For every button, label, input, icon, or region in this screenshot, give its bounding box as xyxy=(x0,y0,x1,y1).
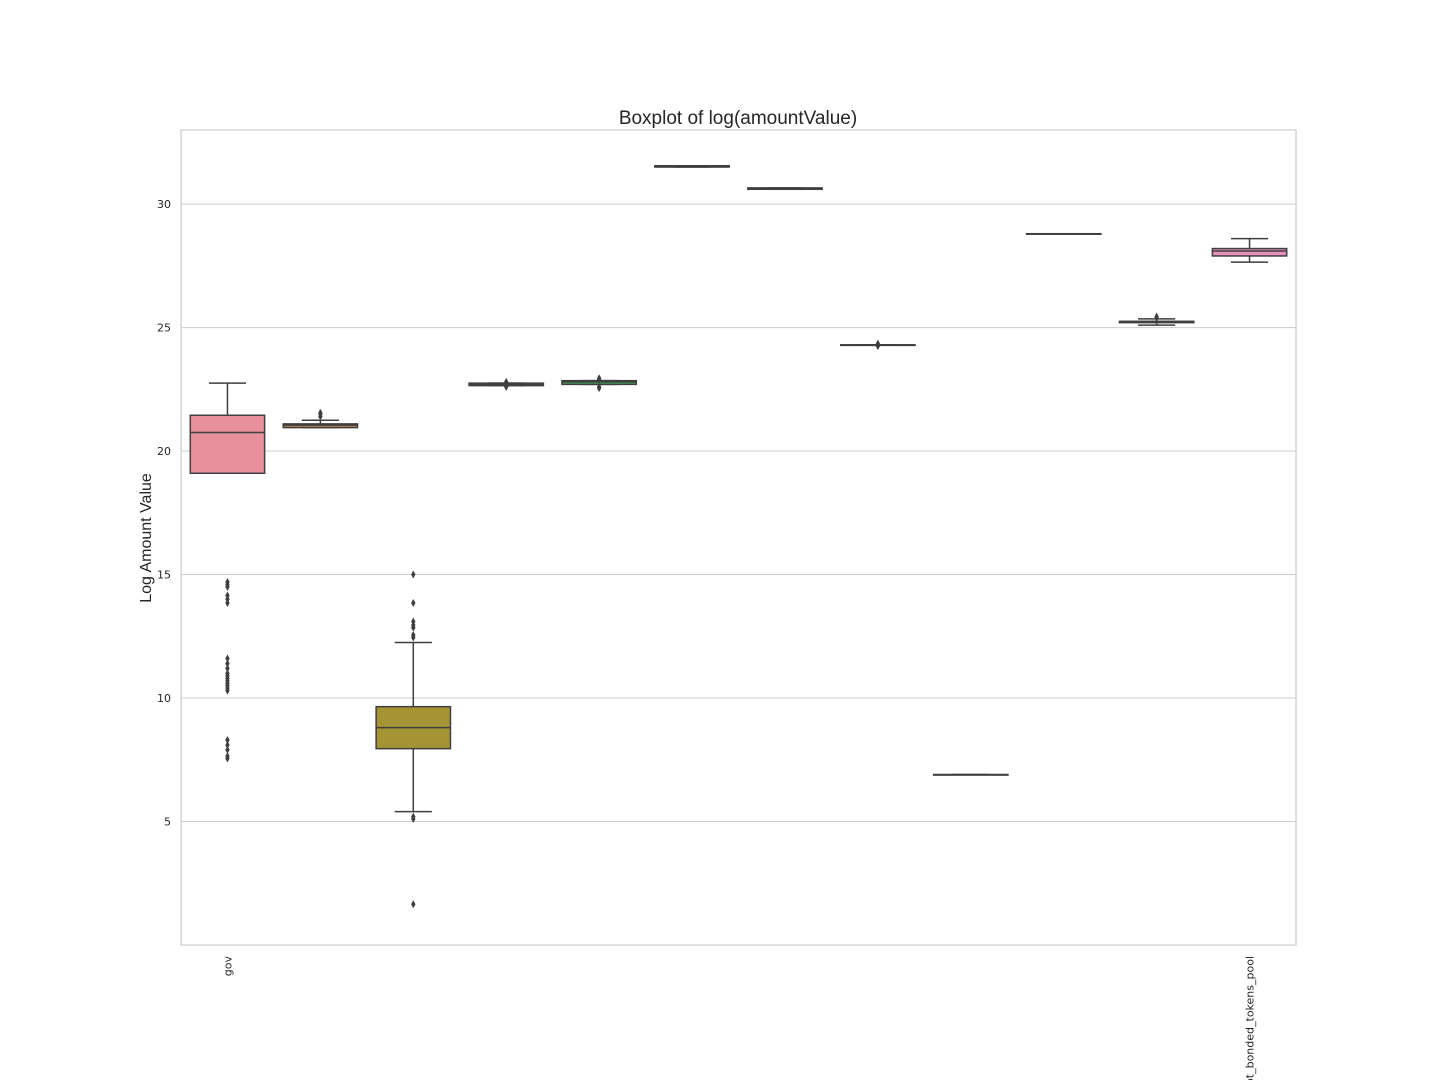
y-tick-label: 25 xyxy=(157,322,171,335)
box-group xyxy=(282,408,359,429)
box-group xyxy=(1118,312,1195,326)
outlier-point xyxy=(411,623,416,632)
outlier-point xyxy=(225,754,230,763)
y-tick-labels: 5 10 15 20 25 30 xyxy=(157,198,171,828)
outlier-point xyxy=(875,342,881,351)
outlier-point xyxy=(225,654,230,663)
plot-frame xyxy=(180,129,1297,946)
grid-lines xyxy=(181,203,1296,823)
outlier-point xyxy=(411,815,416,824)
box-group xyxy=(1211,237,1288,263)
outlier-point xyxy=(225,736,230,745)
outlier-point xyxy=(225,659,230,668)
outlier-point xyxy=(1154,312,1159,321)
box-group xyxy=(468,377,545,391)
outlier-point xyxy=(504,382,509,391)
y-tick-label: 10 xyxy=(157,692,171,705)
outlier-point xyxy=(225,745,230,754)
box xyxy=(189,414,266,475)
y-axis-label: Log Amount Value xyxy=(138,473,155,603)
outlier-point xyxy=(411,570,416,579)
box-group xyxy=(375,570,452,909)
box-group xyxy=(932,773,1009,776)
outlier-point xyxy=(225,598,230,607)
y-tick-label: 5 xyxy=(164,816,171,829)
x-tick-label: gov xyxy=(221,956,234,977)
box-group xyxy=(1025,232,1102,235)
outlier-point xyxy=(225,664,230,673)
y-tick-label: 15 xyxy=(157,569,171,582)
boxes xyxy=(189,165,1288,909)
outlier-point xyxy=(596,384,602,393)
outlier-point xyxy=(411,900,416,909)
y-tick-label: 20 xyxy=(157,445,171,458)
outlier-point xyxy=(318,408,323,417)
outlier-point xyxy=(225,686,230,695)
x-tick-labels: gov ot_bonded_tokens_pool xyxy=(221,956,1256,1080)
box-group xyxy=(654,165,730,168)
y-tick-label: 30 xyxy=(157,198,171,211)
outlier-point xyxy=(225,582,230,591)
outlier-point xyxy=(504,377,509,386)
outlier-point xyxy=(411,598,416,607)
outlier-point xyxy=(225,740,230,749)
outlier-point xyxy=(411,633,416,642)
outlier-point xyxy=(596,375,602,384)
x-tick-label: ot_bonded_tokens_pool xyxy=(1244,956,1257,1080)
box-group xyxy=(561,374,638,393)
box xyxy=(1211,247,1288,257)
chart-title: Boxplot of log(amountValue) xyxy=(619,108,857,129)
box-group xyxy=(189,382,266,763)
box-group xyxy=(747,187,823,191)
box-group xyxy=(839,339,916,351)
